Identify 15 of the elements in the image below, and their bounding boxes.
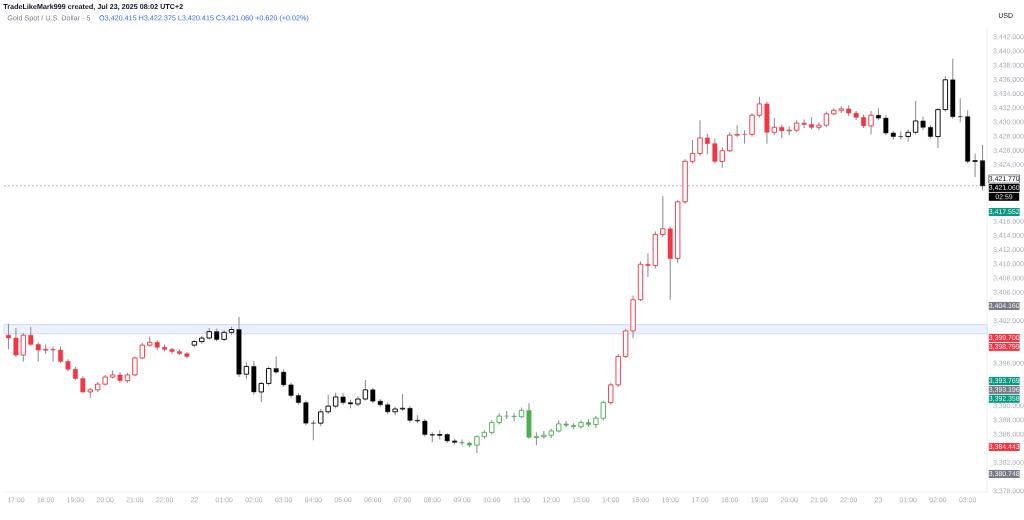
candlestick: [697, 119, 703, 157]
candlestick: [957, 97, 963, 123]
candlestick: [459, 438, 465, 446]
candlestick: [742, 129, 748, 145]
candlestick: [511, 412, 517, 422]
candlestick: [6, 323, 11, 350]
candlestick: [868, 110, 874, 135]
candlestick: [704, 133, 710, 155]
candlestick: [749, 112, 755, 138]
candlestick: [756, 96, 763, 118]
candlestick: [689, 139, 696, 165]
candlestick: [816, 121, 822, 131]
candlestick: [303, 399, 309, 426]
candlestick: [912, 100, 919, 135]
candlestick: [310, 419, 316, 441]
